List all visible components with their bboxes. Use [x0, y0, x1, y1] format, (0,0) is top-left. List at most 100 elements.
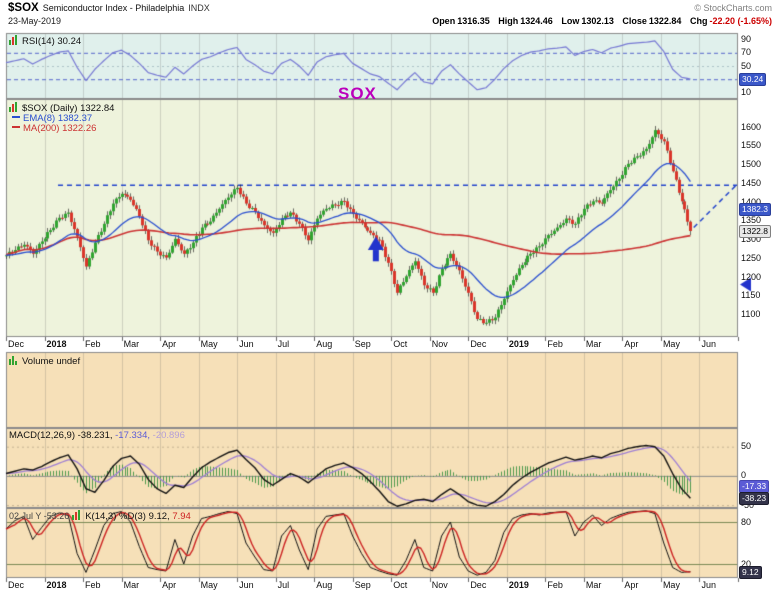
- x-axis-label: Feb: [85, 339, 101, 349]
- x-axis-label: Sep: [354, 339, 371, 349]
- x-axis-label: Jun: [701, 580, 716, 590]
- x-axis-label: Oct: [393, 339, 408, 349]
- x-axis-label: Jul: [277, 580, 290, 590]
- axis-tick: 1400: [741, 196, 762, 207]
- x-axis-label: May: [662, 580, 680, 590]
- open-label: Open: [432, 16, 456, 26]
- axis-tick: 1350: [741, 215, 762, 226]
- x-axis-label: Aug: [316, 580, 333, 590]
- axis-tick: 1550: [741, 140, 762, 151]
- axis-tick: 50: [741, 60, 752, 71]
- x-axis-label: Oct: [393, 580, 408, 590]
- macd-signal-tag: -17.33: [739, 480, 770, 493]
- rsi-value-tag: 30.24: [739, 73, 767, 87]
- x-axis-label: Feb: [547, 580, 563, 590]
- axis-tick: 80: [741, 516, 752, 527]
- x-axis-label: Apr: [162, 580, 177, 590]
- axis-tick: 1500: [741, 159, 762, 170]
- x-axis-label: Dec: [8, 339, 25, 349]
- x-axis-label: Apr: [624, 580, 639, 590]
- chg-label: Chg: [689, 16, 708, 26]
- x-axis-label: Jun: [239, 580, 254, 590]
- axis-tick: 1300: [741, 234, 762, 245]
- x-axis-label: Dec: [470, 339, 487, 349]
- x-axis-label: Feb: [547, 339, 563, 349]
- axis-tick: 50: [741, 441, 752, 452]
- axis-tick: 1100: [741, 309, 761, 319]
- macd-hist-value: -20.896: [152, 430, 185, 441]
- macd-label-row: MACD(12,26,9) -38.231, -17.334, -20.896: [9, 430, 185, 441]
- ema-legend-text: EMA(8) 1382.37: [23, 113, 93, 124]
- quote-row: Open 1316.35 High 1324.46 Low 1302.13 Close…: [426, 16, 772, 26]
- ma-line-swatch: [12, 126, 20, 128]
- axis-tick: 90: [741, 34, 752, 45]
- x-axis-label: Dec: [470, 580, 487, 590]
- x-axis-label: Mar: [123, 580, 140, 590]
- volume-icon: [9, 356, 17, 365]
- x-axis-label: Dec: [8, 580, 25, 590]
- axis-tick: 0: [741, 470, 747, 481]
- axis-tick: 1150: [741, 290, 761, 301]
- exchange: INDX: [188, 3, 210, 13]
- x-axis-label: 2019: [508, 580, 529, 590]
- x-axis-label: May: [200, 339, 218, 349]
- price-label-row: $SOX (Daily) 1322.84: [9, 102, 114, 114]
- x-axis-label: Nov: [431, 580, 448, 590]
- symbol: $SOX: [8, 2, 39, 14]
- x-axis-label: Jun: [239, 339, 254, 349]
- chart-date: 23-May-2019: [8, 16, 62, 26]
- axis-tick: 1250: [741, 252, 762, 263]
- axis-tick: 20: [741, 558, 752, 569]
- macd-signal-value: -17.334,: [115, 430, 151, 441]
- volume-label-row: Volume undef: [9, 355, 80, 367]
- x-axis-label: Aug: [316, 339, 333, 349]
- ma-legend-text: MA(200) 1322.26: [23, 123, 97, 134]
- high-value: 1324.46: [520, 16, 553, 26]
- stoch-label: K(14,3) %D(3) 9.12,: [85, 511, 170, 522]
- axis-tick: 10: [741, 86, 752, 97]
- macd-line-tag: -38.23: [739, 492, 770, 506]
- index-name: Semiconductor Index - Philadelphia: [42, 3, 185, 13]
- open-value: 1316.35: [457, 16, 490, 26]
- stoch-icon: [72, 510, 81, 520]
- ma-legend: MA(200) 1322.26: [12, 123, 96, 134]
- rsi-icon: [9, 35, 17, 45]
- x-axis-label: 2018: [46, 339, 67, 349]
- stoch-value-tag: 9.12: [739, 565, 762, 579]
- close-value: 1322.84: [648, 16, 682, 26]
- x-axis-label: Nov: [431, 339, 448, 349]
- stoch-crosshair-readout: 02 Jul Y -53.26: [9, 511, 70, 521]
- x-axis-label: Mar: [585, 339, 602, 349]
- x-axis-label: May: [662, 339, 680, 349]
- axis-tick: 70: [741, 47, 752, 58]
- axis-tick: 1200: [741, 271, 762, 282]
- macd-label: MACD(12,26,9) -38.231,: [9, 430, 113, 441]
- chg-value: -22.20 (-1.65%): [709, 16, 772, 26]
- high-label: High: [498, 16, 519, 26]
- ema-value-tag: 1382.3: [739, 202, 771, 216]
- stoch-d-value: 7.94: [172, 511, 191, 522]
- x-axis-label: May: [200, 580, 218, 590]
- x-axis-label: Mar: [585, 580, 602, 590]
- rsi-label: RSI(14) 30.24: [22, 36, 82, 47]
- header-line1: $SOX Semiconductor Index - Philadelphia IN…: [8, 2, 774, 15]
- header-line2: 23-May-2019 Open 1316.35 High 1324.46 Low 1…: [8, 16, 774, 28]
- x-axis-label: 2019: [508, 339, 529, 349]
- rsi-label-row: RSI(14) 30.24: [9, 35, 81, 47]
- stoch-label-row: 02 Jul Y -53.26 K(14,3) %D(3) 9.12, 7.94: [9, 510, 191, 522]
- low-value: 1302.13: [581, 16, 614, 26]
- volume-label: Volume undef: [22, 356, 81, 367]
- price-icon: [9, 102, 17, 112]
- sox-annotation: SOX: [338, 84, 377, 103]
- axis-tick: 1450: [741, 177, 762, 188]
- x-axis-label: Mar: [123, 339, 140, 349]
- ema-line-swatch: [12, 116, 20, 118]
- x-axis-label: Apr: [162, 339, 177, 349]
- x-axis-label: Sep: [354, 580, 371, 590]
- x-axis-label: Jul: [277, 339, 290, 349]
- x-axis-label: Jun: [701, 339, 716, 349]
- axis-tick: 1600: [741, 121, 762, 132]
- close-label: Close: [622, 16, 647, 26]
- price-label: $SOX (Daily) 1322.84: [22, 103, 115, 114]
- x-axis-label: Feb: [85, 580, 101, 590]
